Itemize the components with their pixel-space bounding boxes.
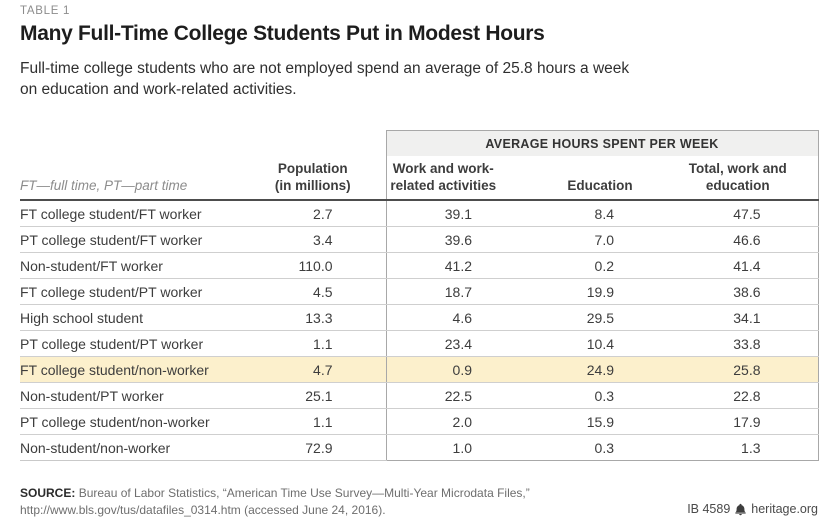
cell-education: 10.4 <box>530 330 672 357</box>
cell-education: 24.9 <box>530 356 672 383</box>
cell-population: 13.3 <box>250 304 386 331</box>
row-label: Non-student/FT worker <box>20 252 250 279</box>
cell-education: 0.3 <box>530 382 672 409</box>
group-header: AVERAGE HOURS SPENT PER WEEK <box>385 130 819 156</box>
cell-total: 1.3 <box>672 434 819 461</box>
column-header-education: Education <box>530 156 672 201</box>
cell-population: 1.1 <box>250 330 386 357</box>
cell-total: 38.6 <box>672 278 819 305</box>
row-label: Non-student/non-worker <box>20 434 250 461</box>
table-row: PT college student/non-worker 1.1 2.0 15… <box>20 408 819 435</box>
row-label: FT college student/PT worker <box>20 278 250 305</box>
cell-work: 22.5 <box>385 382 530 409</box>
cell-education: 29.5 <box>530 304 672 331</box>
source-label: SOURCE: <box>20 486 76 500</box>
source-text: Bureau of Labor Statistics, “American Ti… <box>78 486 530 500</box>
table-row: PT college student/FT worker 3.4 39.6 7.… <box>20 226 819 253</box>
table-row: FT college student/FT worker 2.7 39.1 8.… <box>20 200 819 227</box>
cell-population: 4.7 <box>250 356 386 383</box>
row-label: FT college student/FT worker <box>20 200 250 227</box>
cell-total: 22.8 <box>672 382 819 409</box>
cell-work: 2.0 <box>385 408 530 435</box>
cell-total: 33.8 <box>672 330 819 357</box>
column-header-row: FT—full time, PT—part time Population (i… <box>20 156 819 201</box>
cell-population: 110.0 <box>250 252 386 279</box>
cell-education: 0.3 <box>530 434 672 461</box>
cell-education: 15.9 <box>530 408 672 435</box>
subtitle: Full-time college students who are not e… <box>20 60 630 98</box>
footer-brand: IB 4589 heritage.org <box>687 502 818 516</box>
heritage-bell-icon <box>734 503 747 516</box>
page-title: Many Full-Time College Students Put in M… <box>20 22 545 45</box>
row-label: FT college student/non-worker <box>20 356 250 383</box>
cell-population: 72.9 <box>250 434 386 461</box>
table-row: FT college student/PT worker 4.5 18.7 19… <box>20 278 819 305</box>
cell-total: 25.8 <box>672 356 819 383</box>
cell-population: 1.1 <box>250 408 386 435</box>
data-table: AVERAGE HOURS SPENT PER WEEK FT—full tim… <box>20 130 819 461</box>
cell-population: 3.4 <box>250 226 386 253</box>
abbreviation-note: FT—full time, PT—part time <box>20 156 250 201</box>
cell-work: 39.1 <box>385 200 530 227</box>
source-url: http://www.bls.gov/tus/datafiles_0314.ht… <box>20 503 386 517</box>
column-header-work: Work and work- related activities <box>385 156 530 201</box>
group-header-spacer <box>20 131 386 157</box>
cell-total: 17.9 <box>672 408 819 435</box>
cell-education: 19.9 <box>530 278 672 305</box>
table-kicker: TABLE 1 <box>20 5 71 17</box>
hours-table: AVERAGE HOURS SPENT PER WEEK FT—full tim… <box>20 130 819 461</box>
column-header-population: Population (in millions) <box>250 156 386 201</box>
cell-total: 46.6 <box>672 226 819 253</box>
table-row: High school student 13.3 4.6 29.5 34.1 <box>20 304 819 331</box>
cell-total: 34.1 <box>672 304 819 331</box>
cell-education: 0.2 <box>530 252 672 279</box>
table-row: Non-student/FT worker 110.0 41.2 0.2 41.… <box>20 252 819 279</box>
cell-education: 7.0 <box>530 226 672 253</box>
cell-work: 0.9 <box>385 356 530 383</box>
row-label: Non-student/PT worker <box>20 382 250 409</box>
row-label: PT college student/non-worker <box>20 408 250 435</box>
report-id: IB 4589 <box>687 502 731 516</box>
table-row: PT college student/PT worker 1.1 23.4 10… <box>20 330 819 357</box>
group-header-row: AVERAGE HOURS SPENT PER WEEK <box>20 130 819 157</box>
table-row-highlighted: FT college student/non-worker 4.7 0.9 24… <box>20 356 819 383</box>
cell-work: 41.2 <box>385 252 530 279</box>
cell-work: 4.6 <box>385 304 530 331</box>
cell-population: 25.1 <box>250 382 386 409</box>
cell-work: 18.7 <box>385 278 530 305</box>
heritage-url: heritage.org <box>751 502 818 516</box>
row-label: PT college student/FT worker <box>20 226 250 253</box>
source-note: SOURCE: Bureau of Labor Statistics, “Ame… <box>20 485 530 519</box>
cell-total: 41.4 <box>672 252 819 279</box>
cell-work: 23.4 <box>385 330 530 357</box>
cell-work: 1.0 <box>385 434 530 461</box>
cell-work: 39.6 <box>385 226 530 253</box>
table-row: Non-student/non-worker 72.9 1.0 0.3 1.3 <box>20 434 819 461</box>
cell-education: 8.4 <box>530 200 672 227</box>
column-header-total: Total, work and education <box>672 156 819 201</box>
cell-population: 4.5 <box>250 278 386 305</box>
cell-population: 2.7 <box>250 200 386 227</box>
cell-total: 47.5 <box>672 200 819 227</box>
row-label: PT college student/PT worker <box>20 330 250 357</box>
row-label: High school student <box>20 304 250 331</box>
table-row: Non-student/PT worker 25.1 22.5 0.3 22.8 <box>20 382 819 409</box>
